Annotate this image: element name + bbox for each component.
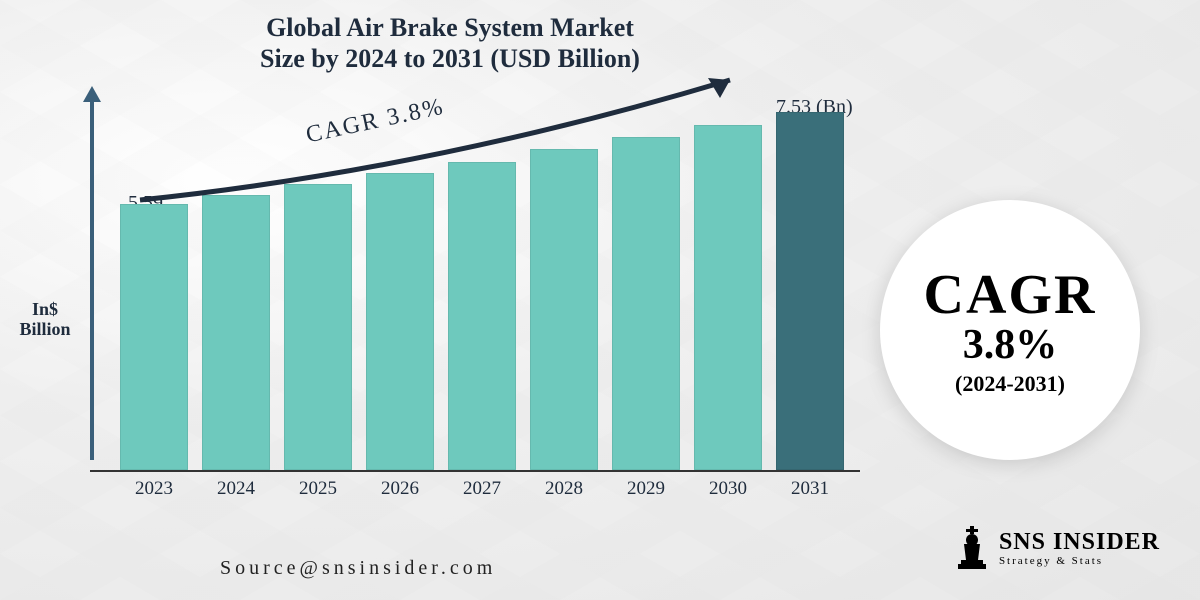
logo-text: SNS INSIDER Strategy & Stats bbox=[999, 530, 1160, 567]
x-label: 2028 bbox=[530, 478, 598, 500]
y-axis-arrow bbox=[90, 100, 94, 460]
bar-wrap bbox=[530, 149, 598, 470]
bar-wrap bbox=[694, 125, 762, 470]
title-line1: Global Air Brake System Market bbox=[0, 12, 900, 43]
bar-2030 bbox=[694, 125, 762, 470]
x-label: 2029 bbox=[612, 478, 680, 500]
x-label: 2026 bbox=[366, 478, 434, 500]
x-label: 2024 bbox=[202, 478, 270, 500]
brand-logo: SNS INSIDER Strategy & Stats bbox=[955, 526, 1160, 570]
bar-2029 bbox=[612, 137, 680, 470]
x-label: 2031 bbox=[776, 478, 844, 500]
badge-line1: CAGR bbox=[924, 263, 1097, 327]
bar-wrap bbox=[120, 204, 188, 470]
bar-wrap bbox=[366, 173, 434, 470]
bar-wrap bbox=[448, 162, 516, 470]
bar-wrap bbox=[202, 195, 270, 471]
y-axis-label: In$ Billion bbox=[10, 300, 80, 340]
logo-name: SNS INSIDER bbox=[999, 530, 1160, 554]
chart-area bbox=[100, 90, 840, 470]
x-label: 2027 bbox=[448, 478, 516, 500]
x-axis-labels: 2023 2024 2025 2026 2027 2028 2029 2030 2031 bbox=[120, 478, 860, 500]
x-axis-baseline bbox=[90, 470, 860, 472]
y-label-2: Billion bbox=[19, 319, 70, 339]
y-label-1: In$ bbox=[32, 299, 58, 319]
cagr-badge: CAGR 3.8% (2024-2031) bbox=[880, 200, 1140, 460]
bar-2027 bbox=[448, 162, 516, 470]
bar-wrap bbox=[284, 184, 352, 470]
bar-wrap bbox=[612, 137, 680, 470]
bar-2025 bbox=[284, 184, 352, 470]
chart-title: Global Air Brake System Market Size by 2… bbox=[0, 12, 900, 74]
x-label: 2025 bbox=[284, 478, 352, 500]
bar-wrap bbox=[776, 112, 844, 470]
badge-line3: (2024-2031) bbox=[955, 371, 1065, 397]
x-label: 2030 bbox=[694, 478, 762, 500]
bar-2026 bbox=[366, 173, 434, 470]
bar-2028 bbox=[530, 149, 598, 470]
badge-line2: 3.8% bbox=[963, 321, 1058, 369]
bar-2023 bbox=[120, 204, 188, 470]
x-label: 2023 bbox=[120, 478, 188, 500]
logo-tagline: Strategy & Stats bbox=[999, 556, 1160, 567]
bars-container bbox=[100, 90, 840, 470]
source-text: Source@snsinsider.com bbox=[220, 557, 496, 580]
bar-2024 bbox=[202, 195, 270, 471]
bar-2031 bbox=[776, 112, 844, 470]
title-line2: Size by 2024 to 2031 (USD Billion) bbox=[0, 43, 900, 74]
chess-king-icon bbox=[955, 526, 989, 570]
